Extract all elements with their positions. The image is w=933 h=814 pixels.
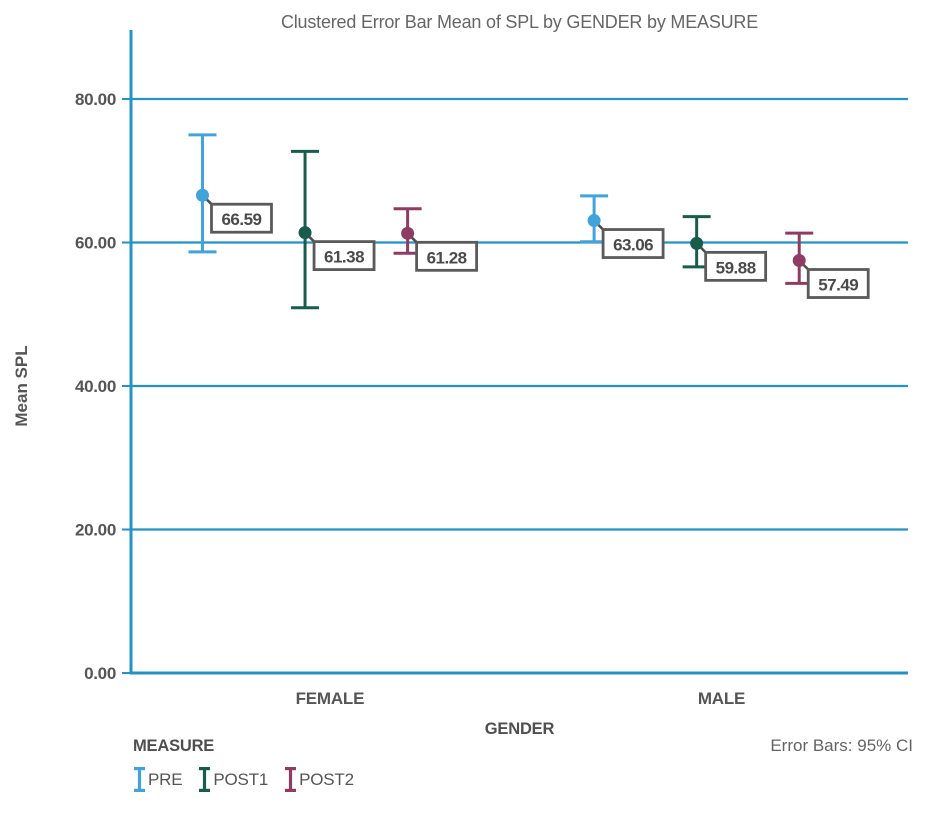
legend-item-label: POST1: [213, 769, 269, 789]
value-label-text: 66.59: [221, 210, 261, 229]
value-label-box: [806, 268, 870, 299]
value-label-text: 57.49: [818, 276, 858, 295]
errorbar-glyph-icon: [285, 766, 297, 792]
x-axis-title: GENDER: [484, 720, 555, 738]
value-label-text: 61.28: [427, 248, 467, 267]
y-tick-label: 60.00: [75, 234, 116, 253]
y-tick-label: 20.00: [75, 521, 116, 540]
value-label-box: [312, 240, 376, 271]
y-tick-label: 40.00: [75, 377, 116, 396]
value-label-text: 59.88: [716, 258, 756, 277]
legend: PRE POST1 POST2: [133, 766, 354, 793]
mean-point: [298, 226, 312, 240]
category-label: FEMALE: [296, 689, 365, 708]
legend-item-post2: POST2: [284, 766, 354, 793]
errorbar-glyph-icon: [134, 766, 145, 792]
legend-item-post1: POST1: [198, 766, 268, 793]
value-label-box: [704, 250, 768, 282]
value-label-box: [415, 240, 479, 272]
mean-point: [401, 226, 415, 240]
value-label-box: [601, 228, 665, 259]
category-label: MALE: [698, 689, 745, 708]
value-label-box: [210, 202, 273, 234]
errorbar-glyph-icon: [199, 766, 211, 792]
mean-point: [195, 188, 209, 202]
y-tick-label: 0.00: [84, 664, 116, 683]
legend-item-label: POST2: [299, 769, 354, 789]
mean-point: [587, 214, 601, 228]
legend-title: MEASURE: [133, 737, 215, 755]
value-label-text: 61.38: [324, 248, 364, 267]
mean-point: [690, 236, 704, 250]
error-bars-footnote: Error Bars: 95% CI: [770, 736, 913, 755]
mean-point: [792, 254, 806, 268]
y-tick-label: 80.00: [75, 90, 116, 109]
chart-title: Clustered Error Bar Mean of SPL by GENDE…: [280, 12, 759, 32]
legend-item-label: PRE: [148, 769, 183, 789]
legend-item-pre: PRE: [133, 766, 183, 793]
value-label-text: 63.06: [613, 236, 653, 255]
